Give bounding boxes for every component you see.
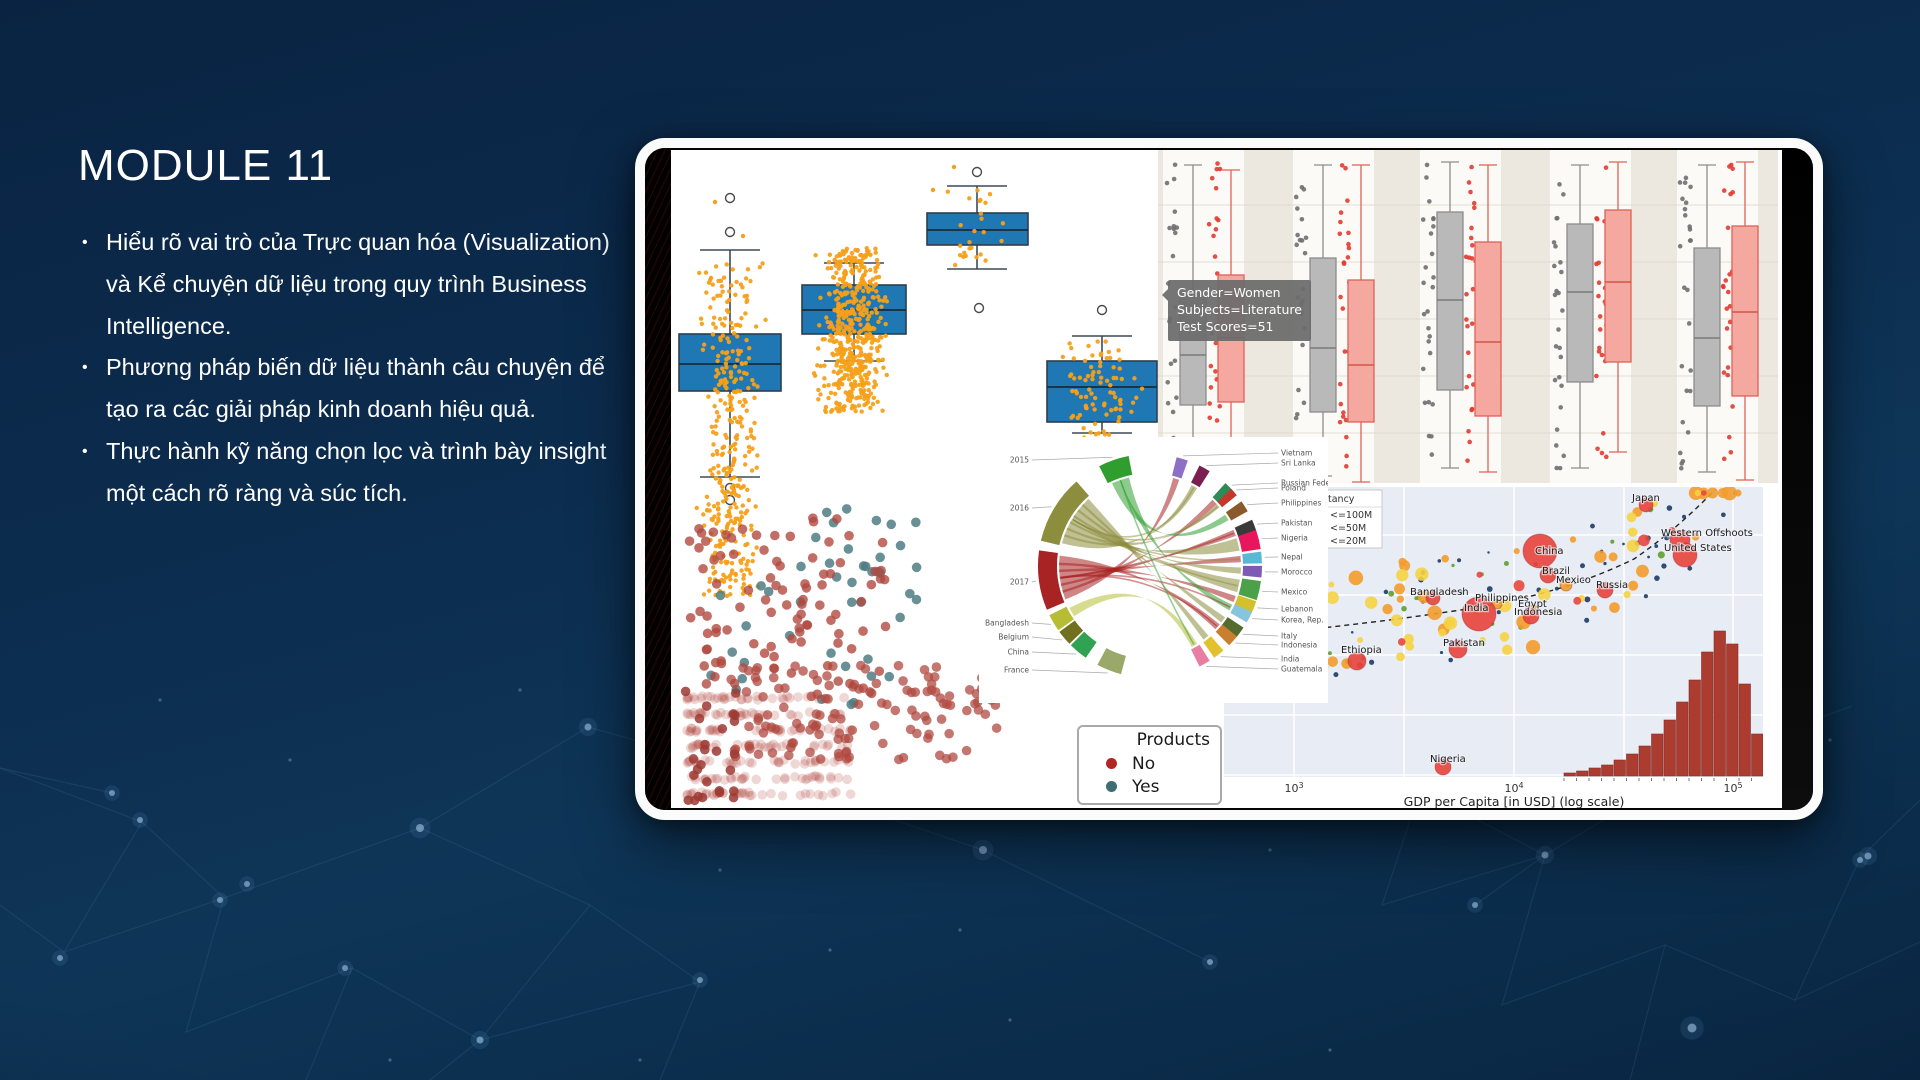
svg-text:Italy: Italy xyxy=(1281,632,1298,641)
svg-text:India: India xyxy=(1281,655,1299,664)
svg-text:Lebanon: Lebanon xyxy=(1281,605,1313,614)
svg-text:Brazil: Brazil xyxy=(1542,566,1570,577)
svg-text:Russian Federa: Russian Federa xyxy=(1281,479,1328,488)
svg-text:India: India xyxy=(1464,603,1489,614)
svg-text:Korea, Rep.: Korea, Rep. xyxy=(1281,616,1324,625)
svg-text:Pakistan: Pakistan xyxy=(1443,638,1485,649)
svg-text:United States: United States xyxy=(1664,543,1732,554)
products-legend-title: Products xyxy=(1136,730,1210,750)
svg-text:2015: 2015 xyxy=(1010,456,1029,465)
svg-text:Bangladesh: Bangladesh xyxy=(1410,587,1469,598)
page-title: MODULE 11 xyxy=(78,141,334,191)
legend-item: No xyxy=(1079,752,1220,775)
bullet-item: Hiểu rõ vai trò của Trực quan hóa (Visua… xyxy=(80,222,614,347)
svg-text:Western Offshoots: Western Offshoots xyxy=(1661,528,1753,539)
screenshot-panel: Japan Western Offshoots United States Russi… xyxy=(635,138,1823,820)
svg-text:China: China xyxy=(1535,546,1564,557)
svg-text:Pakistan: Pakistan xyxy=(1281,519,1313,528)
panel-left-bezel xyxy=(645,148,671,810)
svg-text:Philippines: Philippines xyxy=(1475,593,1529,604)
svg-text:France: France xyxy=(1004,666,1029,675)
svg-text:Russia: Russia xyxy=(1596,580,1628,591)
chord-diagram-figure: 2015 2016 2017 Bangladesh Belgium China France… xyxy=(979,437,1328,703)
svg-text:Philippines: Philippines xyxy=(1281,499,1322,508)
svg-text:Guatemala: Guatemala xyxy=(1281,665,1322,674)
svg-text:2017: 2017 xyxy=(1010,578,1029,587)
svg-text:Belgium: Belgium xyxy=(998,633,1029,642)
legend-item-label: Yes xyxy=(1132,776,1160,797)
svg-text:GDP per Capita [in USD] (log s: GDP per Capita [in USD] (log scale) xyxy=(1404,794,1625,808)
svg-text:Nepal: Nepal xyxy=(1281,553,1303,562)
svg-text:Indonesia: Indonesia xyxy=(1281,641,1317,650)
legend-item: Yes xyxy=(1079,775,1220,798)
legend-dot xyxy=(1106,758,1117,769)
tooltip-line: Test Scores=51 xyxy=(1177,318,1274,334)
products-legend-rows: No Yes xyxy=(1079,752,1220,798)
svg-text:Mexico: Mexico xyxy=(1556,575,1591,586)
legend-dot xyxy=(1106,781,1117,792)
bullet-list: Hiểu rõ vai trò của Trực quan hóa (Visua… xyxy=(80,222,614,515)
svg-text:Mexico: Mexico xyxy=(1281,588,1308,597)
panel-right-bezel xyxy=(1782,148,1813,810)
svg-text:Nigeria: Nigeria xyxy=(1430,754,1466,765)
legend-item-label: No xyxy=(1132,753,1156,774)
svg-text:<=100M: <=100M xyxy=(1330,510,1372,521)
svg-text:Nigeria: Nigeria xyxy=(1281,534,1308,543)
svg-text:Ethiopia: Ethiopia xyxy=(1341,645,1382,656)
svg-text:<=50M: <=50M xyxy=(1330,523,1366,534)
svg-text:Poland: Poland xyxy=(1281,484,1306,493)
svg-text:Sri Lanka: Sri Lanka xyxy=(1281,459,1316,468)
svg-text:Bangladesh: Bangladesh xyxy=(985,619,1029,628)
svg-text:Egypt: Egypt xyxy=(1518,599,1547,610)
products-legend: Products No Yes xyxy=(1077,725,1222,805)
svg-text:2016: 2016 xyxy=(1010,504,1029,513)
svg-text:Indonesia: Indonesia xyxy=(1514,607,1562,618)
bullet-item: Phương pháp biến dữ liệu thành câu chuyệ… xyxy=(80,347,614,431)
boxplot-tooltip: Gender=Women Subjects=Literature Test Sc… xyxy=(1162,280,1311,341)
svg-text:tancy: tancy xyxy=(1328,494,1355,505)
svg-text:Morocco: Morocco xyxy=(1281,568,1313,577)
svg-text:China: China xyxy=(1008,648,1029,657)
svg-text:Vietnam: Vietnam xyxy=(1281,449,1312,458)
tooltip-line: Gender=Women xyxy=(1177,285,1281,300)
bullet-item: Thực hành kỹ năng chọn lọc và trình bày … xyxy=(80,431,614,515)
boxplot-strip-figure xyxy=(678,164,1158,806)
panel-content: Japan Western Offshoots United States Russi… xyxy=(671,150,1782,808)
svg-text:Japan: Japan xyxy=(1631,493,1660,504)
tooltip-line: Subjects=Literature xyxy=(1177,301,1302,317)
svg-text:<=20M: <=20M xyxy=(1330,536,1366,547)
